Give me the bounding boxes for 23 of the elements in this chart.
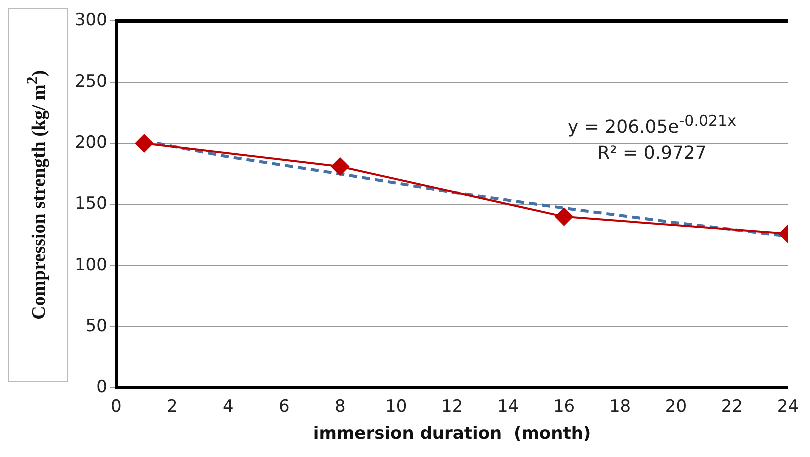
y-tick-label: 0: [96, 378, 108, 398]
y-tick-label: 100: [74, 255, 108, 276]
y-tick-label: 300: [74, 10, 108, 31]
x-tick-label: 16: [553, 396, 576, 417]
y-tick-label: 50: [86, 316, 108, 336]
x-tick-label: 4: [222, 396, 234, 417]
x-tick-label: 24: [777, 396, 800, 417]
y-tick-label: 250: [74, 72, 108, 92]
x-tick-label: 2: [167, 396, 178, 417]
x-tick-label: 22: [721, 396, 744, 417]
y-tick-label: 200: [74, 132, 108, 153]
x-tick-label: 12: [441, 396, 464, 417]
annotation: y = 206.05e$^{-0.021x}$: [568, 111, 736, 140]
x-tick-label: 18: [609, 396, 632, 417]
x-tick-label: 10: [386, 396, 408, 417]
x-axis-title: immersion duration (month): [313, 424, 592, 444]
x-tick-label: 20: [665, 396, 688, 417]
x-tick-label: 8: [334, 396, 346, 417]
annotation: R² = 0.9727: [596, 142, 708, 166]
x-tick-label: 14: [497, 396, 520, 417]
x-tick-label: 6: [278, 396, 290, 417]
y-tick-label: 150: [74, 194, 108, 214]
x-tick-label: 0: [111, 396, 122, 417]
